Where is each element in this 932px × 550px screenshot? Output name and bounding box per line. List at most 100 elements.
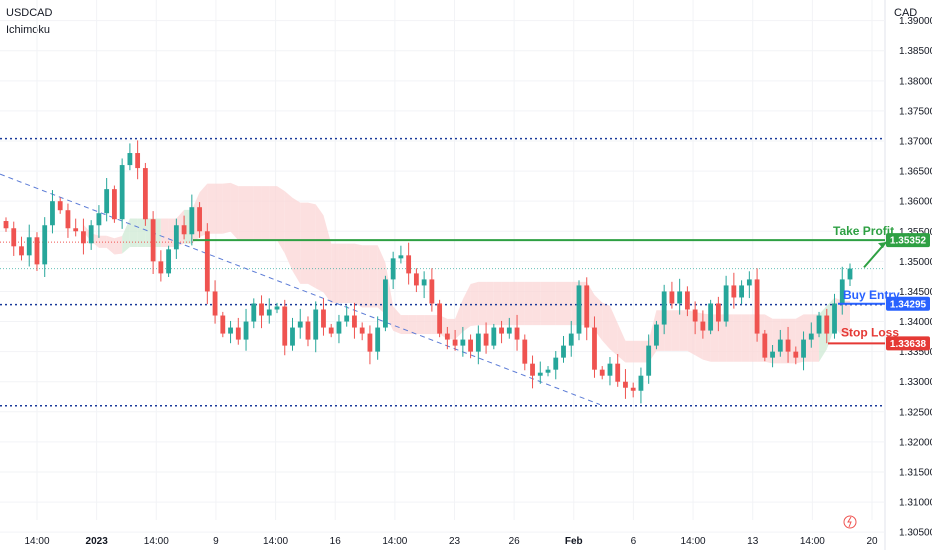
time-tick-label: 13 — [747, 536, 759, 547]
cloud-segment — [679, 310, 688, 351]
candle-body — [11, 228, 17, 247]
grid-lines — [0, 0, 886, 550]
candle-body — [344, 315, 350, 322]
price-tick-label: 1.34500 — [899, 287, 932, 298]
candle-body — [73, 228, 79, 232]
candle-body — [65, 210, 71, 229]
price-tick-label: 1.32000 — [899, 437, 932, 448]
time-axis[interactable]: 14:00 2023 14:00 9 14:00 16 14:00 23 26 Feb 6 14:00… — [24, 515, 878, 547]
cloud-segment — [509, 281, 518, 326]
cloud-segment — [269, 186, 278, 241]
cloud-segment — [540, 281, 549, 326]
cloud-segment — [338, 243, 347, 304]
cloud-segment — [602, 302, 610, 350]
candle-body — [104, 189, 110, 214]
cloud-segment — [261, 186, 270, 241]
cloud-segment — [400, 315, 409, 335]
currency-label: CAD — [894, 7, 918, 19]
candle-body — [166, 249, 172, 274]
candle-body — [127, 153, 133, 166]
candle-body — [243, 321, 249, 340]
candle-body — [677, 291, 683, 304]
candle-body — [406, 255, 412, 274]
price-tick-label: 1.37500 — [899, 106, 932, 117]
candle-body — [328, 327, 334, 334]
cloud-segment — [741, 314, 750, 362]
candle-body — [607, 363, 613, 376]
cloud-segment — [501, 281, 510, 326]
candle-body — [793, 351, 799, 358]
candle-body — [228, 327, 233, 334]
candle-body — [81, 231, 86, 244]
cloud-segment — [609, 305, 618, 356]
candle-body — [669, 291, 675, 304]
cloud-segment — [671, 310, 680, 351]
candle-body — [630, 387, 636, 391]
cloud-segment — [253, 186, 262, 241]
candle-body — [545, 369, 551, 373]
cloud-segment — [842, 300, 850, 337]
cloud-segment — [478, 281, 487, 326]
price-tick-label: 1.35500 — [899, 227, 932, 238]
candle-body — [623, 381, 628, 388]
cloud-segment — [215, 183, 223, 234]
entry-price-tag-text: 1.34295 — [890, 299, 927, 310]
price-tick-label: 1.35000 — [899, 257, 932, 268]
stop-loss-price-tag — [886, 336, 930, 351]
time-tick-label: Feb — [565, 536, 583, 547]
candle-body — [832, 303, 837, 334]
cloud-segment — [207, 183, 216, 234]
price-axis[interactable]: 1.39000 1.38500 1.38000 1.37500 1.37000 1.365… — [886, 16, 932, 539]
price-tick-label: 1.38500 — [899, 46, 932, 57]
price-tick-label: 1.30500 — [899, 528, 932, 539]
candle-body — [746, 279, 752, 286]
candle-body — [181, 225, 187, 235]
time-tick-label: 6 — [631, 536, 637, 547]
cloud-segment — [122, 218, 130, 254]
price-tick-label: 1.31000 — [899, 498, 932, 509]
cloud-segment — [238, 186, 247, 241]
cloud-segment — [300, 202, 308, 284]
candle-body — [499, 327, 504, 334]
candle-body — [506, 327, 512, 334]
candle-body — [568, 333, 574, 346]
cloud-segment — [555, 281, 564, 326]
candle-body — [452, 339, 458, 346]
descending-trendline — [0, 173, 601, 406]
cloud-segment — [307, 202, 316, 289]
candle-body — [173, 225, 179, 250]
price-tick-label: 1.38000 — [899, 76, 932, 87]
candle-body — [19, 246, 24, 256]
cloud-segment — [486, 281, 494, 326]
take-profit-label: Take Profit — [833, 224, 894, 238]
candle-body — [367, 333, 373, 352]
candle-body — [537, 372, 543, 376]
candle-body — [398, 255, 404, 259]
cloud-segment — [517, 281, 525, 326]
time-tick-label: 14:00 — [263, 536, 288, 547]
candle-body — [530, 363, 535, 376]
cloud-segment — [129, 218, 138, 247]
entry-price-tag — [886, 296, 930, 311]
candle-body — [654, 324, 659, 346]
candle-body — [197, 207, 202, 232]
candle-body — [158, 261, 164, 274]
candle-body — [282, 306, 288, 346]
candle-body — [88, 225, 94, 244]
price-tick-label: 1.36500 — [899, 167, 932, 178]
candle-body — [321, 309, 326, 328]
candle-body — [290, 327, 295, 346]
candle-body — [491, 327, 497, 346]
candle-body — [592, 327, 597, 370]
candle-body — [468, 339, 473, 352]
candle-body — [576, 285, 582, 334]
candle-body — [762, 333, 768, 358]
cloud-segment — [819, 305, 827, 362]
candle-body — [204, 231, 210, 292]
candle-body — [444, 333, 450, 340]
candle-body — [437, 303, 443, 334]
candle-body — [514, 327, 520, 340]
candle-body — [599, 369, 605, 376]
candle-body — [50, 201, 55, 226]
